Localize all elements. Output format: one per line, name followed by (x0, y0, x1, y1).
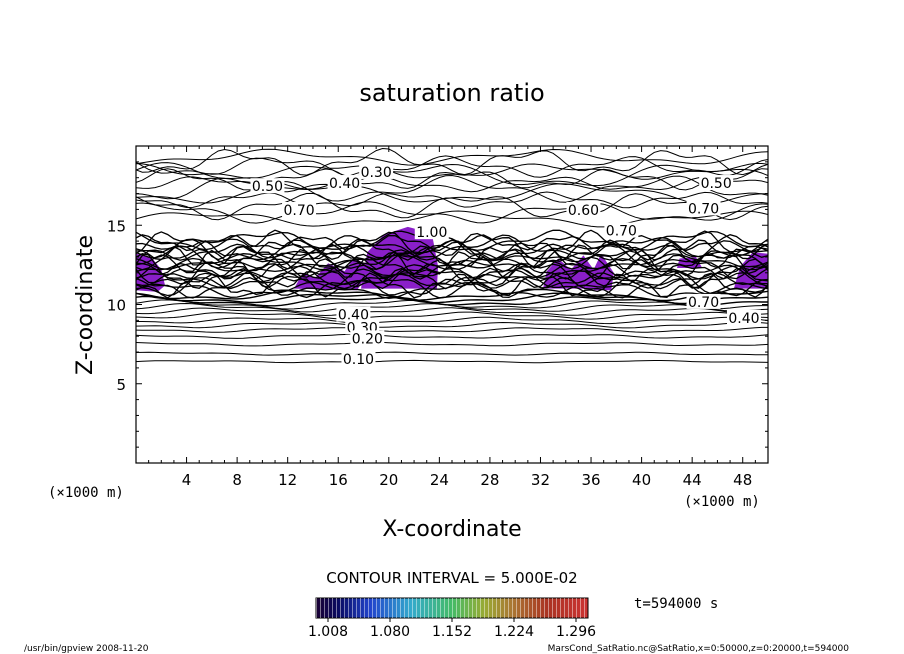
colorbar-tick-label: 1.008 (308, 624, 348, 640)
contour-label-bg (341, 350, 376, 366)
contour-line (136, 234, 768, 252)
contour-label: 0.50 (701, 176, 732, 192)
x-axis-label: X-coordinate (382, 517, 521, 542)
x-tick-label: 44 (683, 471, 702, 489)
contour-line (136, 191, 768, 209)
contour-labels: 0.300.400.50 0.500.70 0.60 0.701.00 0.700.70… (250, 163, 761, 368)
x-tick-label: 40 (632, 471, 651, 489)
contour-label-bg (250, 178, 285, 194)
contour-label: 0.10 (343, 352, 374, 368)
contour-label: 0.50 (252, 179, 283, 195)
footer-left: /usr/bin/gpview 2008-11-20 (24, 644, 149, 654)
x-tick-label: 48 (733, 471, 752, 489)
x-tick-label: 36 (581, 471, 600, 489)
contour-line (136, 326, 768, 333)
contour-line (136, 155, 768, 178)
contour-label-bg (359, 163, 394, 179)
contour-line (136, 321, 768, 329)
contour-line (136, 311, 768, 320)
x-tick-label: 12 (278, 471, 297, 489)
y-axis-label: Z-coordinate (73, 235, 98, 375)
contour-line (136, 333, 768, 339)
colorbar-stripes (316, 598, 588, 618)
contour-line (136, 307, 768, 317)
colorbar-tick-label: 1.152 (432, 624, 472, 640)
contour-label: 0.70 (688, 201, 719, 217)
contour-interval-label: CONTOUR INTERVAL = 5.000E-02 (326, 569, 577, 587)
contour-label: 0.60 (568, 203, 599, 219)
contour-line (136, 147, 768, 176)
contour-line (136, 201, 768, 224)
contour-label-bg (327, 175, 362, 191)
contour-label: 1.00 (416, 225, 447, 241)
contour-label: 0.40 (329, 176, 360, 192)
contour-line (136, 292, 768, 305)
contour-line (136, 359, 768, 364)
colorbar-tick-label: 1.224 (494, 624, 534, 640)
contour-line (136, 262, 768, 280)
y-axis-ticks: 5 10 15 (107, 161, 768, 448)
contour-line (136, 239, 768, 261)
contour-label-bg (699, 175, 734, 191)
chart-title: saturation ratio (359, 79, 544, 107)
colorbar-ticks: 1.008 1.080 1.152 1.224 1.296 (308, 618, 596, 640)
x-tick-label: 8 (232, 471, 242, 489)
x-tick-label: 32 (531, 471, 550, 489)
contour-line (136, 168, 768, 191)
contour-line (136, 163, 768, 180)
contour-label-bg (686, 293, 721, 309)
contour-line (136, 229, 768, 252)
colorbar-tick-label: 1.080 (370, 624, 410, 640)
contour-label-bg (414, 224, 449, 240)
contour-label: 0.40 (728, 311, 759, 327)
contour-line (136, 210, 768, 228)
x-axis-ticks: 4 8 12 16 20 24 28 32 36 40 44 48 (148, 146, 756, 489)
contour-line (136, 288, 768, 302)
x-tick-label: 20 (379, 471, 398, 489)
contour-line (136, 316, 768, 325)
x-tick-label: 24 (430, 471, 449, 489)
x-tick-label: 16 (329, 471, 348, 489)
contour-label-bg (336, 306, 371, 322)
x-unit-left: (×1000 m) (48, 485, 124, 501)
y-tick-label: 10 (107, 297, 126, 315)
contour-label-bg (566, 201, 601, 217)
contour-label: 0.70 (688, 295, 719, 311)
x-tick-label: 4 (182, 471, 192, 489)
contour-label-bg (686, 200, 721, 216)
contour-label-bg (604, 222, 639, 238)
contour-label: 0.20 (352, 331, 383, 347)
contour-label: 0.70 (606, 224, 637, 240)
contour-line (136, 162, 768, 190)
contour-line (136, 262, 768, 289)
time-label: t=594000 s (634, 596, 718, 612)
contour-line (136, 248, 768, 271)
contour-line (136, 243, 768, 261)
x-unit-right: (×1000 m) (684, 494, 760, 510)
contour-line (136, 351, 768, 356)
contour-line (136, 272, 768, 299)
contour-label: 0.30 (361, 165, 392, 181)
y-tick-label: 15 (107, 217, 126, 235)
y-tick-label: 5 (116, 376, 126, 394)
contour-line (136, 229, 768, 261)
footer-right: MarsCond_SatRatio.nc@SatRatio,x=0:50000,… (548, 644, 850, 654)
x-tick-label: 28 (480, 471, 499, 489)
contour-line (136, 341, 768, 347)
colorbar-tick-label: 1.296 (556, 624, 596, 640)
contour-lines (136, 147, 768, 364)
contour-label-bg (350, 330, 385, 346)
contour-label-bg (282, 201, 317, 217)
contour-label-bg (726, 309, 761, 325)
contour-line (136, 148, 768, 166)
contour-label: 0.70 (283, 203, 314, 219)
contour-line (136, 175, 768, 193)
contour-line (136, 183, 768, 205)
